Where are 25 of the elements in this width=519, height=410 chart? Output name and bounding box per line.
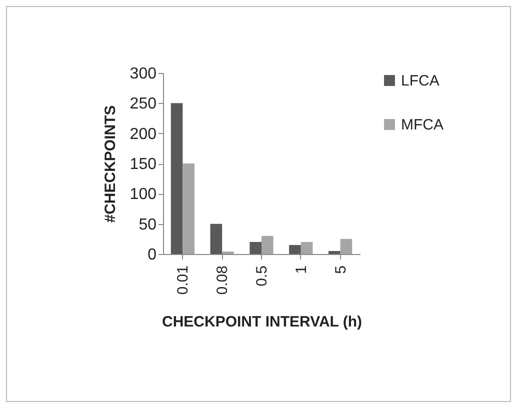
y-tick-label: 100 — [130, 186, 157, 204]
x-tick-label: 1 — [292, 266, 310, 274]
y-tick-label: 300 — [130, 66, 157, 82]
bar — [262, 236, 274, 254]
bar — [170, 103, 183, 254]
y-tick-label: 250 — [130, 96, 157, 113]
y-tick-label: 200 — [130, 126, 157, 143]
y-axis-title: #CHECKPOINTS — [102, 105, 119, 223]
bar — [182, 164, 195, 254]
bar — [289, 244, 301, 254]
y-tick-label: 50 — [138, 216, 157, 234]
bar — [210, 224, 222, 254]
y-tick-label: 0 — [148, 246, 157, 264]
bar — [340, 238, 352, 254]
legend-label: LFCA — [401, 72, 440, 90]
bar — [300, 242, 313, 254]
x-tick-label: 5 — [332, 266, 350, 274]
bar — [328, 250, 340, 254]
x-tick-label: 0.08 — [214, 266, 232, 295]
legend-label: MFCA — [401, 116, 444, 134]
x-tick-label: 0.01 — [174, 266, 192, 295]
bar — [250, 242, 262, 254]
x-axis-title: CHECKPOINT INTERVAL (h) — [162, 314, 362, 331]
y-tick-label: 150 — [130, 156, 157, 173]
x-tick-label: 0.5 — [254, 266, 270, 286]
